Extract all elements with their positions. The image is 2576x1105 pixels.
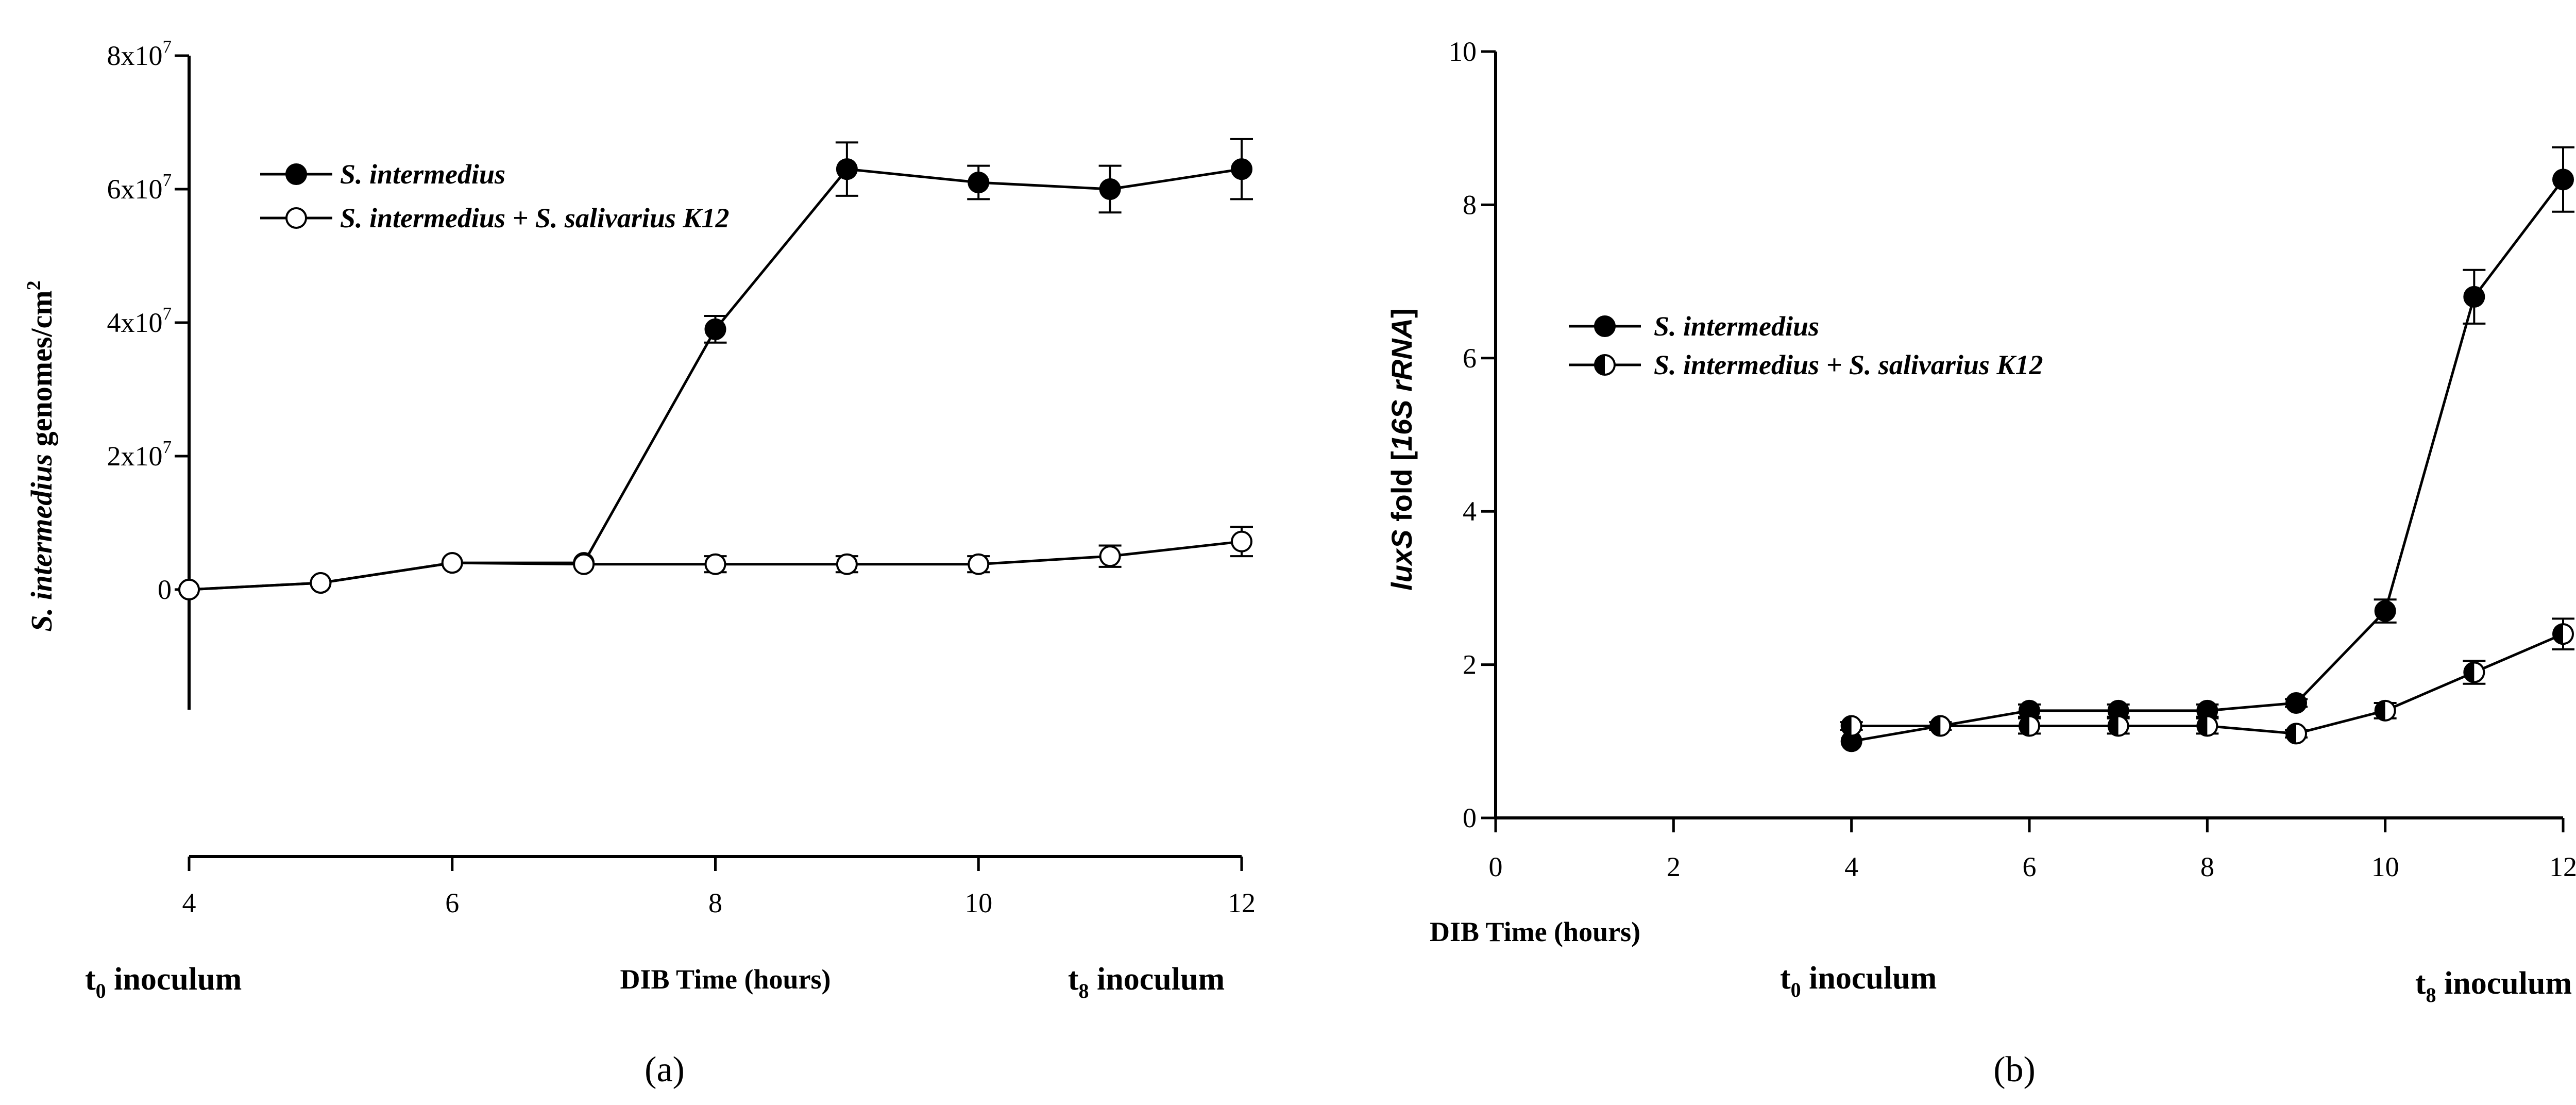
y-tick-label: 8x107 — [107, 37, 172, 71]
data-point — [704, 553, 726, 575]
x-tick-label: 4 — [1844, 851, 1858, 882]
x-axis-label: DIB Time (hours) — [1430, 916, 1640, 947]
data-point — [178, 578, 200, 600]
data-point — [2285, 692, 2307, 714]
data-point — [2552, 169, 2574, 191]
legend-item: S. intermedius + S. salivarius K12 — [1569, 349, 2043, 380]
legend-label: S. intermedius — [1654, 311, 1819, 342]
y-tick-label: 4x107 — [107, 304, 172, 338]
chart-panel-b: 0 2 4 6 8 10 0 2 4 6 8 10 12 luxS fold [16S rRNA] DIB … — [1385, 36, 2576, 1090]
panel-label: (a) — [645, 1050, 685, 1090]
series-line — [1851, 178, 2564, 743]
series-intermedius — [1840, 146, 2574, 752]
y-axis-label: S. intermedius genomes/cm2 — [23, 280, 58, 631]
annotation-left: t0 inoculum — [1780, 961, 1937, 1001]
data-point — [2463, 286, 2485, 308]
y-axis-label: luxS fold [16S rRNA] — [1385, 308, 1418, 591]
y-tick-label: 2x107 — [107, 437, 172, 472]
x-axis-label: DIB Time (hours) — [620, 964, 831, 995]
legend-item: S. intermedius + S. salivarius K12 — [260, 203, 729, 233]
x-tick-label: 12 — [2549, 851, 2576, 882]
legend-item: S. intermedius — [1569, 311, 1819, 342]
chart-panel-a: 0 2x107 4x107 6x107 8x107 4 6 8 10 12 S. intermedi… — [23, 37, 1256, 1090]
y-tick-label: 0 — [158, 574, 172, 605]
data-point — [2552, 623, 2574, 645]
data-point — [441, 552, 463, 574]
data-point — [2019, 715, 2040, 737]
panel-label: (b) — [1993, 1050, 2036, 1090]
annotation-right: t8 inoculum — [1068, 962, 1225, 1002]
data-point — [2374, 600, 2396, 622]
data-point — [1099, 545, 1121, 567]
data-point — [968, 553, 990, 575]
series-intermedius-salivarius — [178, 526, 1253, 600]
y-tick-label: 8 — [1463, 189, 1477, 220]
y-tick-label: 6 — [1463, 343, 1477, 374]
data-point — [573, 553, 595, 575]
annotation-left: t0 inoculum — [85, 962, 242, 1002]
legend-label: S. intermedius + S. salivarius K12 — [340, 203, 729, 233]
legend-marker — [1594, 354, 1616, 376]
data-point — [2196, 715, 2218, 737]
data-point — [2463, 661, 2485, 683]
legend-item: S. intermedius — [260, 159, 505, 190]
y-tick-label: 10 — [1449, 36, 1477, 67]
x-tick-label: 10 — [2371, 851, 2399, 882]
legend-marker — [285, 207, 307, 229]
data-point — [836, 158, 858, 180]
x-tick-label: 2 — [1667, 851, 1681, 882]
x-tick-label: 8 — [708, 888, 722, 918]
data-point — [2285, 723, 2307, 745]
x-tick-label: 8 — [2200, 851, 2214, 882]
legend-marker — [285, 163, 307, 185]
series-intermedius-salivarius — [1840, 617, 2574, 745]
y-tick-label: 2 — [1463, 649, 1477, 680]
data-point — [968, 172, 990, 194]
y-tick-label: 6x107 — [107, 170, 172, 205]
data-point — [1231, 158, 1252, 180]
data-point — [2374, 699, 2396, 722]
legend-label: S. intermedius — [340, 159, 505, 190]
legend: S. intermedius S. intermedius + S. saliva… — [260, 159, 729, 233]
data-point — [1929, 715, 1952, 737]
x-tick-label: 10 — [964, 888, 992, 918]
data-point — [1099, 178, 1121, 200]
legend: S. intermedius S. intermedius + S. saliva… — [1569, 311, 2043, 380]
data-point — [704, 318, 726, 340]
x-tick-label: 6 — [2023, 851, 2037, 882]
y-tick-label: 0 — [1463, 802, 1477, 833]
legend-marker — [1594, 315, 1616, 337]
legend-label: S. intermedius + S. salivarius K12 — [1654, 349, 2043, 380]
x-tick-label: 4 — [182, 888, 196, 918]
data-point — [2107, 715, 2129, 737]
x-tick-label: 0 — [1489, 851, 1503, 882]
x-tick-label: 12 — [1228, 888, 1256, 918]
x-tick-label: 6 — [445, 888, 459, 918]
data-point — [1231, 530, 1252, 552]
data-point — [310, 572, 332, 594]
data-point — [1840, 715, 1862, 737]
data-point — [836, 553, 858, 575]
y-tick-label: 4 — [1463, 496, 1477, 527]
annotation-right: t8 inoculum — [2415, 966, 2572, 1007]
